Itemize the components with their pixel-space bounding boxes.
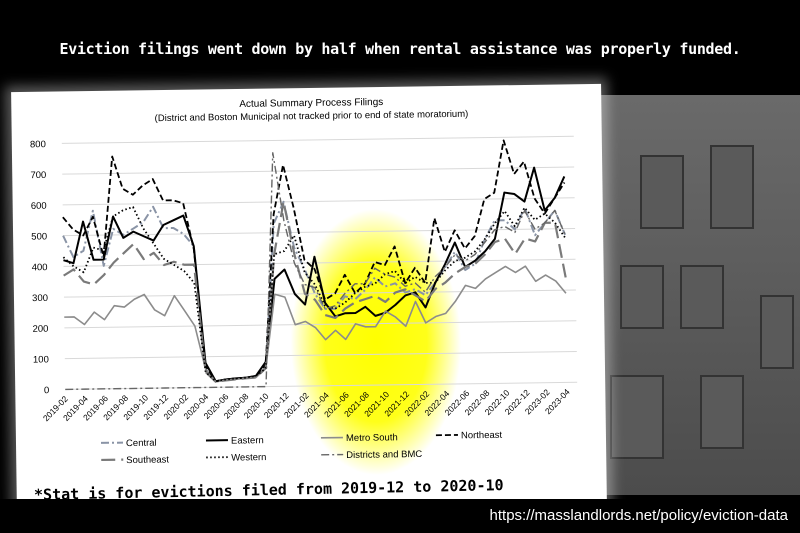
series-line-central	[62, 200, 567, 383]
legend-label: Metro South	[346, 432, 398, 444]
gridline	[61, 135, 574, 144]
y-tick-label: 600	[31, 201, 47, 212]
headline: Eviction filings went down by half when …	[59, 40, 741, 58]
gridline	[62, 197, 575, 206]
y-tick-label: 400	[32, 262, 48, 273]
legend-label: Central	[126, 438, 157, 449]
legend-label: Western	[231, 452, 266, 463]
footer-bar	[0, 499, 800, 533]
series-line-eastern	[63, 166, 566, 383]
gridline	[62, 166, 575, 175]
source-url[interactable]: https://masslandlords.net/policy/evictio…	[489, 507, 788, 524]
chart-paper: Actual Summary Process Filings (District …	[11, 83, 607, 513]
y-tick-label: 800	[30, 139, 46, 150]
series-line-districts-and-bmc	[65, 152, 566, 391]
y-tick-label: 100	[33, 354, 49, 365]
chart-title: Actual Summary Process Filings	[239, 97, 383, 110]
chart-subtitle: (District and Boston Municipal not track…	[155, 109, 469, 124]
gridline	[64, 351, 577, 360]
legend-label: Eastern	[231, 435, 264, 446]
y-tick-label: 200	[32, 324, 48, 335]
legend-label: Southeast	[126, 454, 169, 466]
legend-label: Northeast	[461, 430, 503, 442]
y-tick-label: 700	[30, 170, 46, 181]
series-line-metro-south	[64, 265, 567, 383]
y-tick-label: 300	[32, 293, 48, 304]
legend-label: Districts and BMC	[346, 449, 422, 461]
gridline	[63, 258, 576, 267]
gridline	[64, 320, 577, 329]
series-line-southeast	[63, 200, 567, 383]
series-line-northeast	[62, 139, 566, 383]
y-tick-label: 500	[31, 231, 47, 242]
y-tick-label: 0	[44, 385, 49, 396]
line-chart: Actual Summary Process Filings(District …	[30, 97, 578, 477]
